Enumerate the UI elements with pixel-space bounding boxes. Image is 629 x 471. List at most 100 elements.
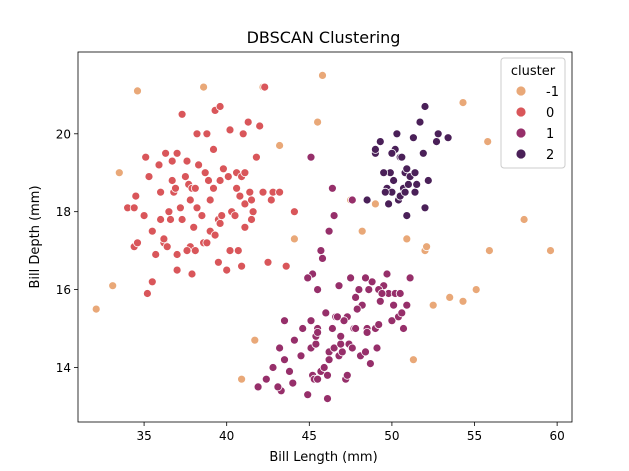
point-cluster-2-20 [412, 179, 422, 189]
point-cluster-0-36 [190, 246, 200, 256]
point-cluster-2-33 [410, 168, 420, 178]
point-cluster-0-7 [144, 172, 154, 182]
point-cluster-1-32 [361, 347, 370, 357]
point-cluster-2-26 [432, 137, 441, 147]
point-cluster-0-55 [217, 211, 227, 221]
point-cluster-0-48 [209, 144, 218, 154]
point-cluster-0-91 [189, 222, 199, 232]
point-cluster-0-76 [255, 121, 265, 131]
point-cluster-1-36 [367, 277, 377, 287]
legend-entries: -1 0 1 2 [515, 85, 559, 163]
point-cluster-0-42 [200, 168, 210, 178]
point-cluster-0-93 [210, 230, 220, 240]
legend-title: cluster [511, 64, 556, 79]
point-cluster-1-67 [342, 370, 352, 380]
point-cluster-0-63 [233, 246, 243, 256]
point-cluster-0-23 [172, 250, 182, 259]
point-cluster-1-62 [303, 273, 313, 283]
point-cluster-1-14 [311, 339, 321, 349]
point-cluster-1-82 [402, 300, 412, 310]
point-cluster-1-81 [324, 355, 334, 365]
point-cluster-0-16 [162, 242, 172, 252]
point-cluster--1-26 [237, 374, 247, 384]
point-cluster-2-9 [392, 129, 402, 139]
point-cluster-0-60 [230, 211, 240, 221]
point-cluster-1-86 [336, 331, 346, 341]
point-cluster-0-77 [258, 187, 268, 197]
point-cluster--1-6 [275, 141, 285, 150]
point-cluster-0-83 [281, 261, 291, 271]
point-cluster--1-4 [199, 82, 209, 92]
point-cluster-0-29 [182, 156, 192, 166]
x-tick-label: 45 [302, 429, 317, 443]
point-cluster-2-15 [402, 164, 412, 174]
legend-box [500, 57, 566, 169]
legend-marker--1 [515, 85, 527, 97]
point-cluster-0-27 [177, 109, 187, 119]
point-cluster--1-0 [91, 304, 101, 314]
point-cluster-0-11 [147, 226, 157, 236]
point-cluster-1-85 [319, 363, 329, 372]
x-axis-label: Bill Length (mm) [269, 450, 377, 465]
point-cluster-1-20 [327, 324, 337, 333]
point-cluster--1-11 [357, 226, 367, 236]
x-tick-label: 60 [549, 429, 564, 443]
legend-label-2: 2 [546, 148, 554, 163]
point-cluster-0-72 [245, 187, 255, 197]
point-cluster-1-52 [329, 211, 339, 221]
point-cluster-2-1 [375, 137, 385, 147]
point-cluster-0-9 [142, 289, 152, 298]
legend: cluster -1 0 1 2 [500, 57, 566, 169]
point-cluster-1-51 [327, 183, 337, 193]
point-cluster-0-70 [240, 168, 250, 178]
points-layer [91, 71, 555, 404]
point-cluster-0-26 [177, 215, 187, 224]
point-cluster-1-29 [351, 324, 361, 333]
point-cluster-0-92 [187, 269, 197, 279]
point-cluster--1-18 [445, 292, 455, 302]
point-cluster-2-27 [443, 133, 453, 143]
point-cluster-0-56 [218, 164, 228, 174]
y-axis-label: Bill Depth (mm) [28, 185, 43, 288]
point-cluster-0-13 [156, 187, 166, 197]
point-cluster--1-1 [108, 281, 118, 291]
point-cluster-0-31 [185, 195, 195, 205]
point-cluster-0-69 [240, 199, 250, 209]
point-cluster-0-78 [260, 82, 270, 92]
point-cluster-1-60 [389, 300, 399, 310]
point-cluster--1-22 [483, 137, 493, 147]
point-cluster-0-4 [133, 238, 142, 248]
plot-frame [77, 51, 573, 423]
point-cluster-2-32 [400, 187, 410, 197]
point-cluster--1-8 [313, 117, 323, 127]
x-tick-label: 35 [136, 429, 151, 443]
point-cluster--1-19 [458, 296, 468, 306]
point-cluster-1-34 [364, 285, 374, 295]
point-cluster-0-37 [192, 203, 202, 213]
point-cluster-2-22 [418, 148, 428, 158]
point-cluster-0-10 [151, 250, 161, 259]
point-cluster--1-2 [114, 168, 124, 178]
point-cluster-2-24 [420, 102, 430, 111]
point-cluster-1-73 [289, 335, 299, 345]
point-cluster-1-24 [337, 347, 347, 357]
point-cluster-0-38 [192, 129, 202, 139]
point-cluster-0-73 [247, 195, 256, 205]
point-cluster-0-12 [154, 160, 164, 170]
point-cluster-2-30 [362, 195, 372, 205]
point-cluster-2-16 [403, 179, 413, 189]
point-cluster-1-44 [395, 289, 405, 298]
point-cluster--1-23 [484, 246, 494, 256]
point-cluster-0-58 [225, 246, 235, 256]
point-cluster-1-9 [296, 351, 306, 361]
point-cluster-1-68 [351, 292, 361, 302]
point-cluster-1-39 [375, 296, 385, 306]
point-cluster-2-31 [380, 187, 390, 197]
point-cluster-1-45 [399, 324, 408, 333]
point-cluster-0-6 [141, 152, 151, 162]
point-cluster-0-19 [167, 176, 177, 185]
point-cluster-1-1 [261, 374, 271, 384]
point-cluster-0-24 [172, 265, 182, 275]
point-cluster-2-35 [387, 148, 397, 158]
point-cluster-0-88 [225, 125, 235, 135]
